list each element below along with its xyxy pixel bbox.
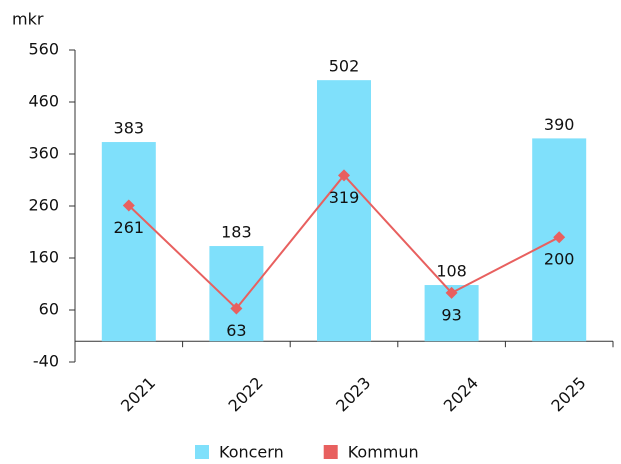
legend-label: Koncern [219, 443, 284, 462]
line-value-label: 200 [544, 250, 575, 269]
legend-swatch [323, 445, 338, 459]
line-marker [445, 286, 458, 299]
y-tick-label: 160 [28, 248, 59, 267]
x-tick-label: 2025 [547, 373, 589, 415]
y-tick-label: 60 [39, 300, 59, 319]
bar-value-label: 383 [114, 119, 145, 138]
line-value-label: 93 [441, 305, 461, 324]
y-tick-label: 360 [28, 144, 59, 163]
bar [209, 246, 264, 342]
line-marker [338, 169, 350, 182]
y-axis-label: mkr [12, 10, 44, 29]
bar-value-label: 183 [221, 223, 252, 242]
y-tick-label: -40 [33, 352, 59, 371]
y-tick-label: 460 [28, 92, 59, 111]
y-tick-label: 260 [28, 196, 59, 215]
line-value-label: 261 [114, 218, 145, 237]
bar-value-label: 390 [544, 115, 575, 134]
x-tick-label: 2023 [332, 373, 374, 415]
y-tick-label: 560 [28, 40, 59, 59]
line-marker [230, 302, 243, 315]
bar-value-label: 502 [329, 57, 360, 76]
line-marker [122, 199, 135, 212]
line-marker [553, 231, 566, 244]
legend-label: Kommun [348, 443, 419, 462]
bar [101, 142, 156, 342]
x-tick-label: 2021 [117, 373, 159, 415]
bar-value-label: 108 [436, 262, 467, 281]
line-value-label: 63 [226, 321, 246, 340]
bar [317, 80, 371, 342]
line-value-label: 319 [329, 188, 360, 207]
x-tick-label: 2024 [440, 373, 482, 415]
legend-swatch [195, 445, 209, 459]
x-tick-label: 2022 [225, 373, 267, 415]
